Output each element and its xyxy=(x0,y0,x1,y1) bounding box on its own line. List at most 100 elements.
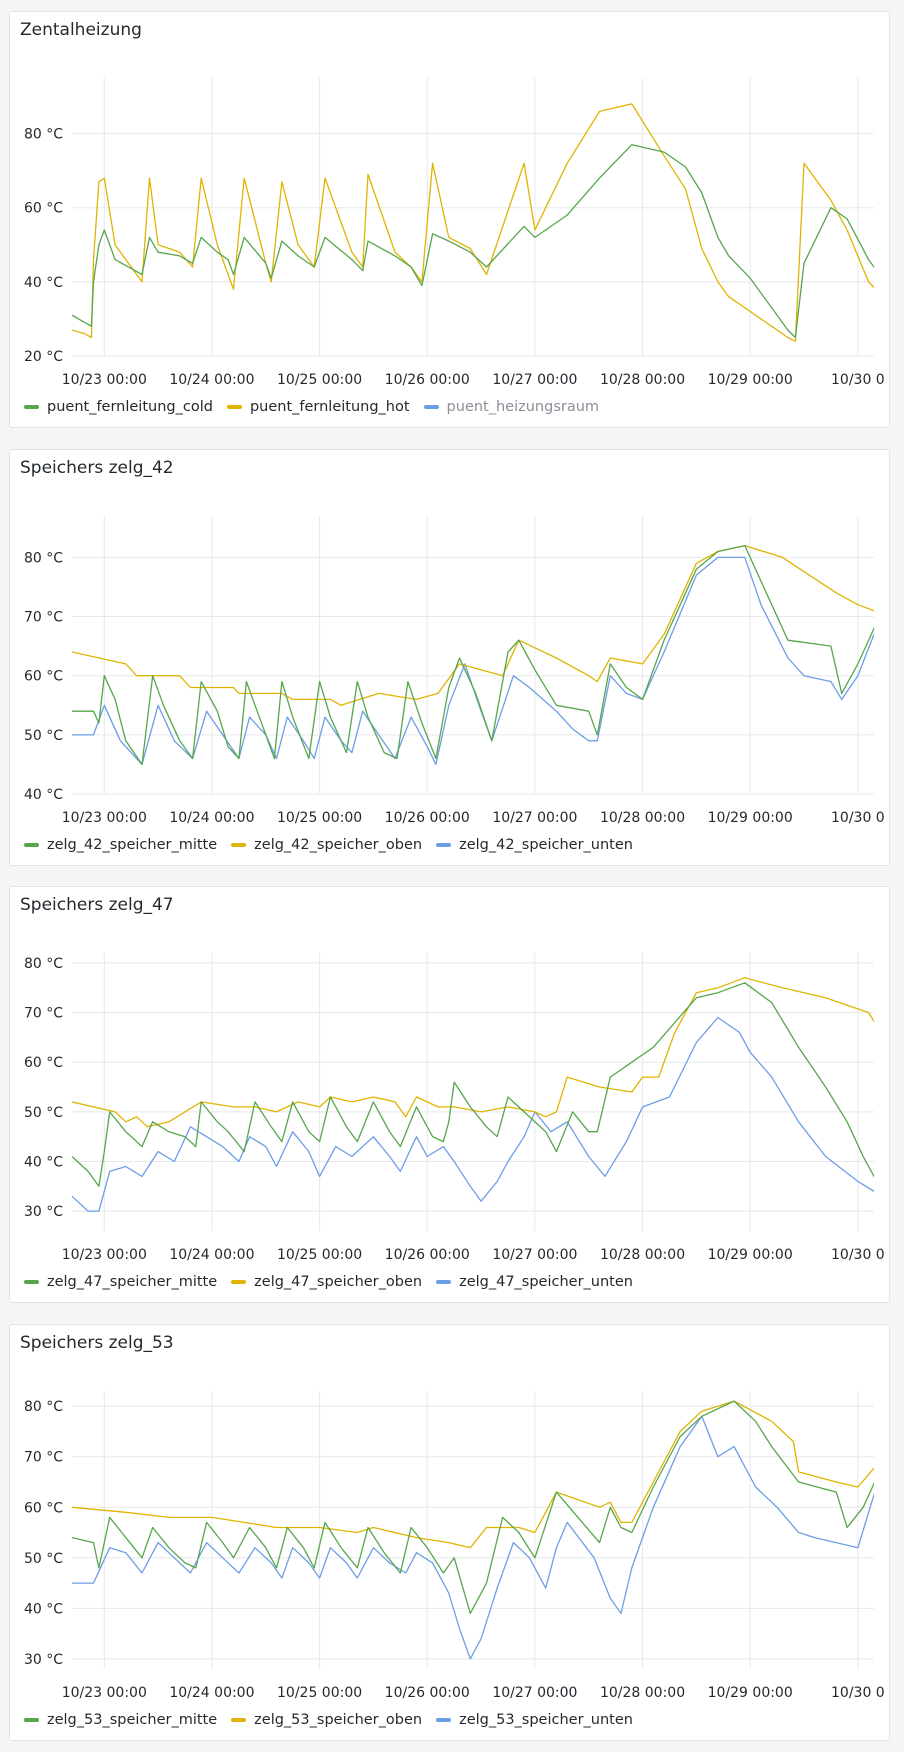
x-tick-label: 10/30 0 xyxy=(831,1247,885,1263)
legend-item[interactable]: zelg_47_speicher_mitte xyxy=(24,1274,217,1290)
x-tick-label: 10/25 00:00 xyxy=(277,1247,362,1263)
x-tick-label: 10/30 0 xyxy=(831,810,885,826)
legend-swatch xyxy=(24,843,39,847)
y-tick-label: 60 °C xyxy=(24,1055,63,1071)
panel-title[interactable]: Speichers zelg_42 xyxy=(20,458,174,478)
x-tick-label: 10/30 0 xyxy=(831,372,885,388)
legend-label: zelg_47_speicher_oben xyxy=(254,1274,423,1290)
legend-item[interactable]: zelg_53_speicher_oben xyxy=(231,1712,422,1728)
legend-item[interactable]: puent_fernleitung_hot xyxy=(226,399,410,415)
legend-item[interactable]: zelg_42_speicher_unten xyxy=(436,837,633,853)
x-tick-label: 10/26 00:00 xyxy=(385,1247,470,1263)
x-tick-label: 10/24 00:00 xyxy=(169,810,254,826)
panel-speichers-zelg-47: Speichers zelg_47 10/23 00:00 10/24 00:00… xyxy=(9,886,890,1303)
x-tick-label: 10/28 00:00 xyxy=(600,1247,685,1263)
y-tick-label: 40 °C xyxy=(24,1601,63,1617)
y-tick-label: 80 °C xyxy=(24,1399,63,1415)
series-line-puent-fernleitung-hot[interactable] xyxy=(72,103,891,342)
x-tick-label: 10/28 00:00 xyxy=(600,1685,685,1701)
legend-swatch xyxy=(436,1280,452,1284)
panel-title[interactable]: Speichers zelg_47 xyxy=(20,895,174,915)
y-tick-label: 40 °C xyxy=(24,275,63,291)
x-tick-label: 10/27 00:00 xyxy=(492,1247,577,1263)
y-tick-label: 60 °C xyxy=(24,1500,63,1516)
legend-item[interactable]: puent_heizungsraum xyxy=(423,399,600,415)
legend-label: puent_fernleitung_cold xyxy=(47,399,213,415)
legend: puent_fernleitung_cold puent_fernleitung… xyxy=(24,397,599,417)
y-tick-label: 80 °C xyxy=(24,127,63,143)
x-tick-label: 10/28 00:00 xyxy=(600,372,685,388)
legend-swatch xyxy=(24,405,39,409)
y-tick-label: 70 °C xyxy=(24,1450,63,1466)
legend-swatch xyxy=(436,843,452,847)
y-tick-label: 50 °C xyxy=(24,728,63,744)
x-tick-label: 10/23 00:00 xyxy=(62,372,147,388)
x-tick-label: 10/24 00:00 xyxy=(169,1247,254,1263)
legend-label: zelg_53_speicher_oben xyxy=(254,1712,423,1728)
series-line-zelg-42-speicher-oben[interactable] xyxy=(72,544,891,706)
x-tick-label: 10/27 00:00 xyxy=(492,810,577,826)
x-tick-label: 10/24 00:00 xyxy=(169,372,254,388)
x-tick-label: 10/29 00:00 xyxy=(708,1685,793,1701)
y-tick-label: 60 °C xyxy=(24,201,63,217)
y-tick-label: 70 °C xyxy=(24,1006,63,1022)
legend-swatch xyxy=(423,405,439,409)
chart-speichers-zelg-47: 10/23 00:00 10/24 00:00 10/25 00:00 10/26 0… xyxy=(24,953,891,1263)
x-tick-label: 10/24 00:00 xyxy=(169,1685,254,1701)
legend-swatch xyxy=(231,1280,247,1284)
x-tick-label: 10/23 00:00 xyxy=(62,810,147,826)
legend-item[interactable]: zelg_53_speicher_mitte xyxy=(24,1712,217,1728)
x-tick-label: 10/23 00:00 xyxy=(62,1685,147,1701)
legend-label: zelg_53_speicher_unten xyxy=(459,1712,633,1728)
series-line-zelg-47-speicher-unten[interactable] xyxy=(72,1013,891,1217)
y-tick-label: 20 °C xyxy=(24,349,63,365)
legend-label: puent_fernleitung_hot xyxy=(249,399,410,415)
x-tick-label: 10/25 00:00 xyxy=(277,1685,362,1701)
y-tick-label: 80 °C xyxy=(24,550,63,566)
x-tick-label: 10/25 00:00 xyxy=(277,810,362,826)
legend-swatch xyxy=(231,1718,247,1722)
legend-swatch xyxy=(24,1280,39,1284)
legend-swatch xyxy=(436,1718,452,1722)
series-line-zelg-53-speicher-oben[interactable] xyxy=(72,1400,891,1549)
legend-label: puent_heizungsraum xyxy=(446,399,600,415)
x-tick-label: 10/29 00:00 xyxy=(708,810,793,826)
x-tick-label: 10/26 00:00 xyxy=(385,810,470,826)
y-tick-label: 30 °C xyxy=(24,1204,63,1220)
panel-title[interactable]: Speichers zelg_53 xyxy=(20,1333,174,1353)
series-line-zelg-53-speicher-mitte[interactable] xyxy=(72,1400,891,1615)
y-tick-label: 40 °C xyxy=(24,1155,63,1171)
legend-item[interactable]: zelg_42_speicher_mitte xyxy=(24,837,217,853)
series-line-zelg-47-speicher-oben[interactable] xyxy=(72,977,891,1128)
legend-label: zelg_42_speicher_mitte xyxy=(47,837,218,853)
y-tick-label: 40 °C xyxy=(24,787,63,803)
legend-item[interactable]: zelg_42_speicher_oben xyxy=(231,837,422,853)
x-tick-label: 10/30 0 xyxy=(831,1685,885,1701)
panel-title[interactable]: Zentalheizung xyxy=(20,20,142,40)
x-tick-label: 10/29 00:00 xyxy=(708,372,793,388)
x-tick-label: 10/28 00:00 xyxy=(600,810,685,826)
legend-item[interactable]: zelg_53_speicher_unten xyxy=(436,1712,633,1728)
legend-item[interactable]: zelg_47_speicher_oben xyxy=(231,1274,422,1290)
legend-swatch xyxy=(24,1718,39,1722)
legend: zelg_53_speicher_mitte zelg_53_speicher_… xyxy=(24,1710,633,1730)
series-line-zelg-47-speicher-mitte[interactable] xyxy=(72,982,891,1187)
chart-zentalheizung: 10/23 00:00 10/24 00:00 10/25 00:00 10/26 0… xyxy=(24,78,891,388)
legend-label: zelg_47_speicher_mitte xyxy=(47,1274,218,1290)
y-tick-label: 80 °C xyxy=(24,956,63,972)
legend-swatch xyxy=(231,843,247,847)
series-line-zelg-42-speicher-mitte[interactable] xyxy=(72,544,891,766)
legend-label: zelg_53_speicher_mitte xyxy=(47,1712,218,1728)
legend-item[interactable]: puent_fernleitung_cold xyxy=(24,399,213,415)
y-tick-label: 50 °C xyxy=(24,1551,63,1567)
legend-label: zelg_42_speicher_oben xyxy=(254,837,423,853)
x-tick-label: 10/27 00:00 xyxy=(492,1685,577,1701)
x-tick-label: 10/27 00:00 xyxy=(492,372,577,388)
panel-zentalheizung: Zentalheizung 10/23 00:00 10/24 00:00 10/2… xyxy=(9,11,890,428)
legend-item[interactable]: zelg_47_speicher_unten xyxy=(436,1274,633,1290)
series-line-zelg-53-speicher-unten[interactable] xyxy=(72,1415,891,1660)
x-tick-label: 10/23 00:00 xyxy=(62,1247,147,1263)
panel-speichers-zelg-53: Speichers zelg_53 10/23 00:00 10/24 00:00… xyxy=(9,1324,890,1741)
series-line-puent-fernleitung-cold[interactable] xyxy=(72,141,891,339)
chart-speichers-zelg-53: 10/23 00:00 10/24 00:00 10/25 00:00 10/26 0… xyxy=(24,1391,891,1701)
